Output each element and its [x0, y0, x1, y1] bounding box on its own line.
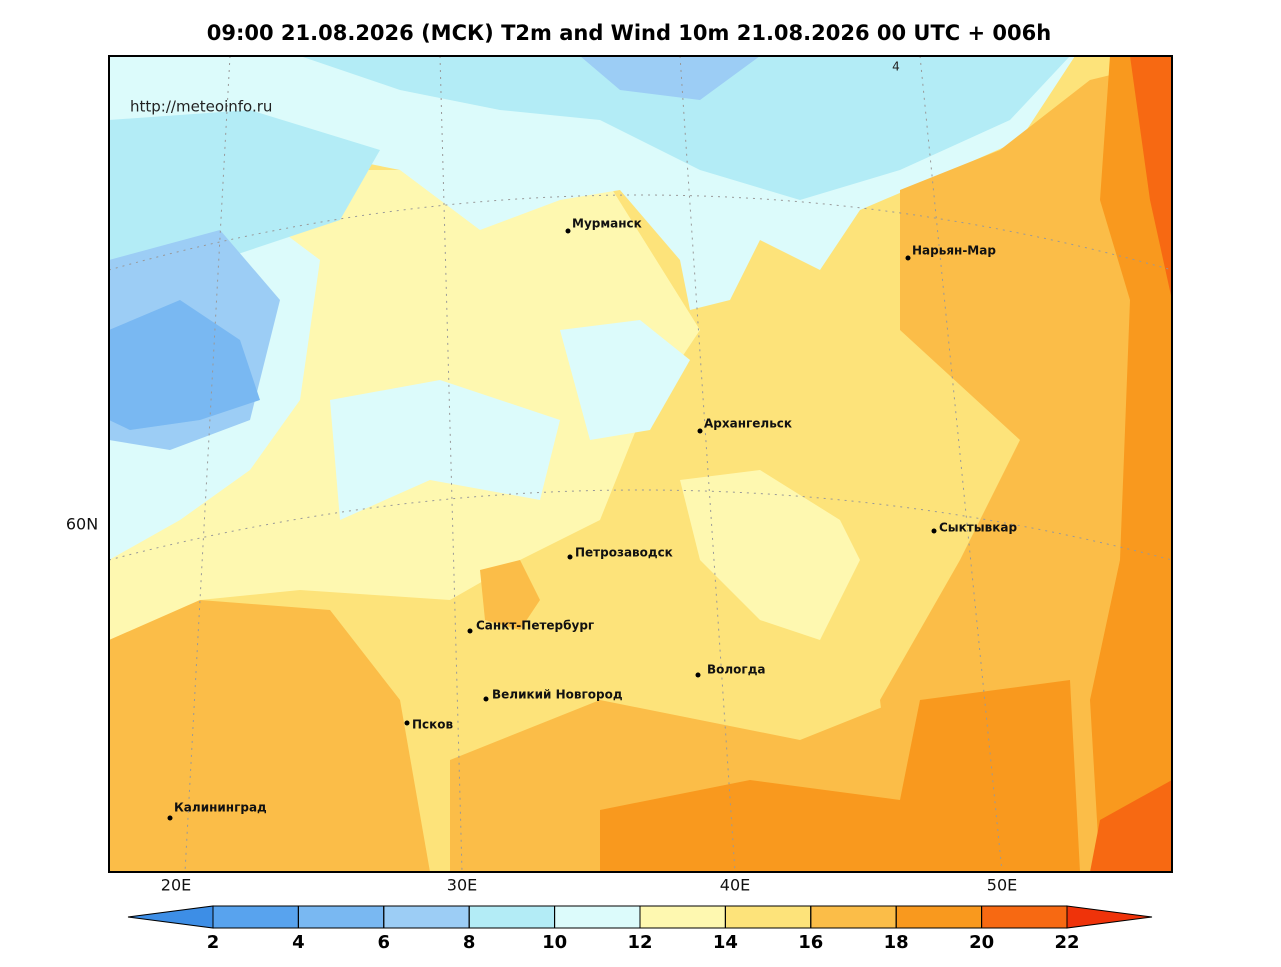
contour-label: 4 — [892, 60, 900, 74]
colorbar-tick-label: 10 — [542, 932, 567, 953]
city-label: Нарьян-Мар — [912, 244, 996, 258]
colorbar-tick-label: 18 — [884, 932, 909, 953]
city-label: Мурманск — [572, 217, 642, 231]
lon-label: 30E — [447, 876, 477, 895]
city-label: Санкт-Петербург — [476, 619, 594, 633]
title: 09:00 21.08.2026 (МСК) T2m and Wind 10m … — [207, 21, 1051, 45]
colorbar-segment — [212, 905, 299, 929]
colorbar-segment — [468, 905, 556, 929]
colorbar-high — [1066, 905, 1153, 929]
colorbar-segment — [383, 905, 470, 929]
lon-label: 50E — [987, 876, 1017, 895]
temperature-field — [109, 56, 1172, 872]
colorbar-tick-label: 20 — [969, 932, 994, 953]
colorbar: 2 4 6 8 10 12 14 16 18 20 22 — [127, 905, 1153, 953]
lon-label: 20E — [161, 876, 191, 895]
lat-label: 60N — [66, 515, 98, 534]
city-label: Вологда — [707, 663, 765, 677]
colorbar-segment — [297, 905, 385, 929]
city-label: Псков — [412, 718, 454, 732]
cities: Мурманск Нарьян-Мар Архангельск Сыктывка… — [167, 217, 1017, 821]
colorbar-tick-label: 22 — [1054, 932, 1079, 953]
city-label: Петрозаводск — [575, 546, 673, 560]
colorbar-tick-label: 12 — [627, 932, 652, 953]
colorbar-segment — [895, 905, 983, 929]
city-label: Архангельск — [704, 417, 792, 431]
colorbar-segment — [810, 905, 897, 929]
watermark: http://meteoinfo.ru — [130, 98, 272, 116]
city-label: Великий Новгород — [492, 688, 623, 702]
colorbar-segment — [639, 905, 726, 929]
colorbar-segment — [724, 905, 812, 929]
lon-label: 40E — [720, 876, 750, 895]
colorbar-tick-label: 2 — [207, 932, 220, 953]
colorbar-tick-label: 14 — [713, 932, 738, 953]
map-frame — [108, 55, 1173, 873]
colorbar-segment — [981, 905, 1068, 929]
colorbar-tick-label: 6 — [378, 932, 391, 953]
colorbar-segment — [554, 905, 641, 929]
colorbar-tick-label: 4 — [292, 932, 305, 953]
colorbar-tick-label: 8 — [463, 932, 476, 953]
city-label: Сыктывкар — [939, 521, 1017, 535]
colorbar-low — [127, 905, 214, 929]
colorbar-tick-label: 16 — [798, 932, 823, 953]
city-label: Калининград — [174, 801, 267, 815]
